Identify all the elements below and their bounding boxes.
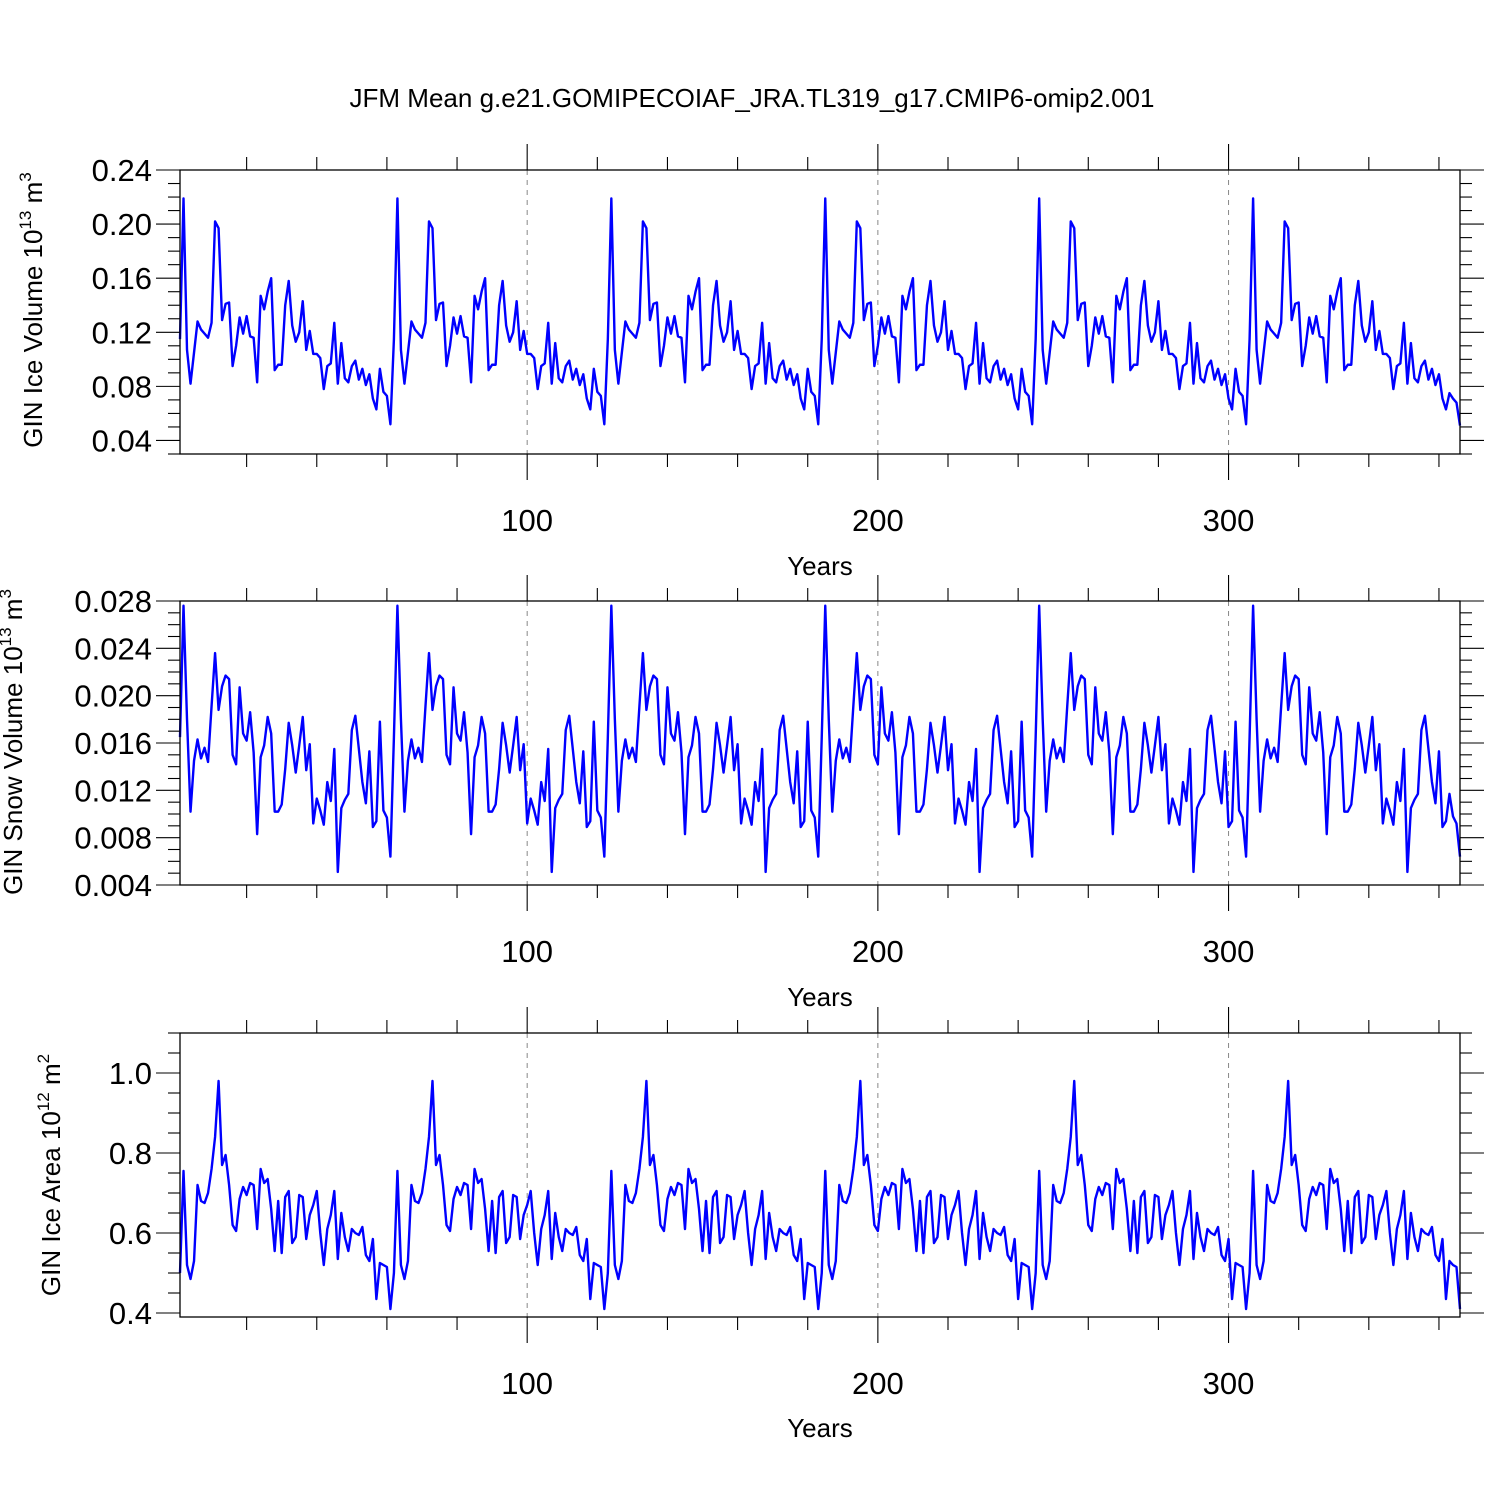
y-tick-label: 0.08 <box>92 369 152 404</box>
y-axis-label: GIN Ice Volume 1013 m3 <box>16 172 48 448</box>
plot-frame <box>179 1032 1461 1318</box>
series-line-ice-area <box>178 1079 1462 1311</box>
figure-title: JFM Mean g.e21.GOMIPECOIAF_JRA.TL319_g17… <box>350 83 1155 113</box>
y-tick-label: 0.004 <box>74 868 152 903</box>
y-tick-label: 0.6 <box>109 1216 152 1251</box>
y-tick-label: 0.020 <box>74 679 152 714</box>
panel-ice-area: 0.4 0.6 0.8 1.0 100 200 300 Years GIN Ice Area 1… <box>34 1007 1484 1443</box>
x-tick-label: 300 <box>1203 934 1255 969</box>
x-tick-label: 100 <box>501 503 553 538</box>
y-tick-label: 0.4 <box>109 1296 152 1331</box>
x-axis-label: Years <box>787 1413 853 1443</box>
panel-snow-volume: 0.004 0.008 0.012 0.016 0.020 0.024 0.028 100 20… <box>0 575 1484 1012</box>
plot-frame <box>179 169 1461 455</box>
y-axis-label: GIN Ice Area 1012 m2 <box>34 1054 66 1296</box>
y-tick-label: 0.04 <box>92 423 152 458</box>
x-tick-label: 100 <box>501 934 553 969</box>
series-line-snow-volume <box>178 604 1462 874</box>
y-tick-label: 0.12 <box>92 315 152 350</box>
x-tick-label: 200 <box>852 934 904 969</box>
panel-ice-volume: 0.04 0.08 0.12 0.16 0.20 0.24 100 200 300 Years GI… <box>16 144 1484 581</box>
y-tick-label: 0.24 <box>92 153 152 188</box>
x-tick-label: 100 <box>501 1366 553 1401</box>
x-axis-label: Years <box>787 551 853 581</box>
x-axis-label: Years <box>787 982 853 1012</box>
y-tick-label: 0.012 <box>74 773 152 808</box>
y-tick-label: 1.0 <box>109 1056 152 1091</box>
y-tick-label: 0.028 <box>74 584 152 619</box>
y-tick-label: 0.024 <box>74 631 152 666</box>
y-tick-label: 0.16 <box>92 261 152 296</box>
y-tick-label: 0.20 <box>92 207 152 242</box>
x-tick-label: 200 <box>852 1366 904 1401</box>
x-tick-label: 200 <box>852 503 904 538</box>
y-tick-label: 0.008 <box>74 821 152 856</box>
y-tick-label: 0.016 <box>74 726 152 761</box>
y-tick-label: 0.8 <box>109 1136 152 1171</box>
x-tick-label: 300 <box>1203 1366 1255 1401</box>
plots: 0.04 0.08 0.12 0.16 0.20 0.24 100 200 300 Years GI… <box>0 144 1484 1443</box>
x-tick-label: 300 <box>1203 503 1255 538</box>
y-axis-label: GIN Snow Volume 1013 m3 <box>0 589 28 895</box>
series-line-ice-volume <box>178 197 1462 426</box>
